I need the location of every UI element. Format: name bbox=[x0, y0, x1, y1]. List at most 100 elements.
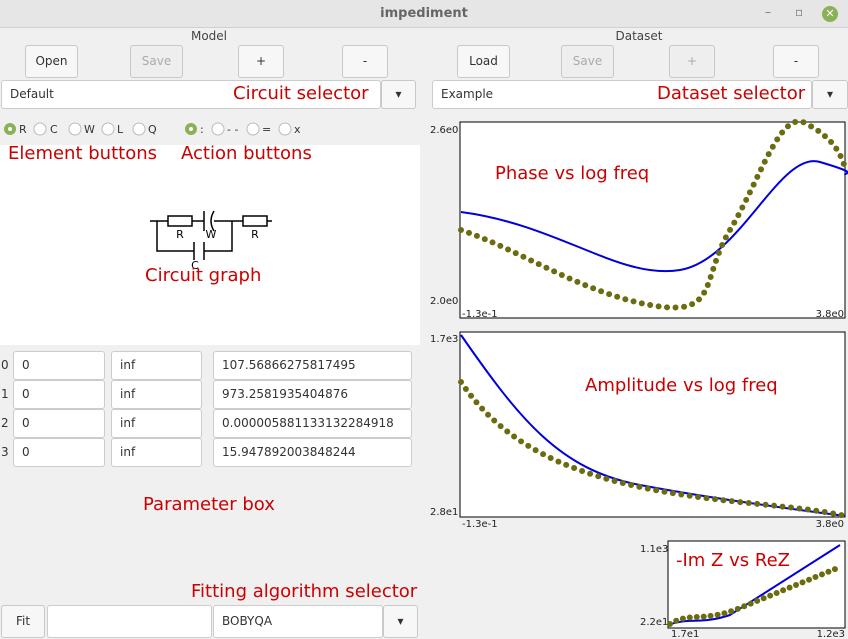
save-button[interactable]: Save bbox=[561, 45, 614, 78]
radio[interactable] bbox=[101, 122, 115, 136]
plot-title: -Im Z vs ReZ bbox=[676, 550, 790, 571]
element-button[interactable]: C bbox=[50, 123, 58, 136]
add-button[interactable]: + bbox=[669, 45, 715, 78]
x-label: -1.3e-1 bbox=[462, 519, 498, 530]
param-entry[interactable]: 0 bbox=[13, 438, 105, 467]
fit-button[interactable]: Fit bbox=[1, 605, 45, 638]
annotation: Element buttons bbox=[8, 143, 157, 164]
annotation: Fitting algorithm selector bbox=[191, 581, 418, 602]
close[interactable]: ✕ bbox=[822, 6, 838, 22]
action-button[interactable]: x bbox=[294, 123, 301, 136]
radio[interactable] bbox=[211, 122, 225, 136]
capacitor bbox=[156, 221, 233, 260]
data-points bbox=[667, 564, 843, 627]
annotation: Circuit graph bbox=[145, 265, 262, 286]
x-label: 3.8e0 bbox=[816, 519, 844, 530]
x-label: 1.7e1 bbox=[671, 629, 699, 639]
annotation: Action buttons bbox=[181, 143, 312, 164]
element-label: R bbox=[176, 228, 184, 241]
element-label: C bbox=[191, 259, 199, 272]
circuit-wires bbox=[150, 210, 272, 260]
param-entry[interactable]: 107.56866275817495 bbox=[213, 351, 412, 380]
dropdown-arrow[interactable]: ▾ bbox=[812, 80, 848, 109]
fit-entry[interactable] bbox=[47, 605, 212, 638]
row-index: 1 bbox=[1, 387, 9, 401]
param-entry[interactable]: inf bbox=[111, 380, 202, 409]
maximize[interactable]: ▫ bbox=[795, 5, 804, 19]
dataset-label: Dataset bbox=[615, 29, 663, 43]
element-button[interactable]: R bbox=[19, 123, 27, 136]
radio[interactable] bbox=[246, 122, 260, 136]
fit-curve bbox=[460, 334, 846, 517]
param-entry[interactable]: 15.947892003848244 bbox=[213, 438, 412, 467]
radio[interactable] bbox=[132, 122, 146, 136]
param-entry[interactable]: 0 bbox=[13, 351, 105, 380]
y-label: 2.2e1 bbox=[640, 617, 668, 628]
param-entry[interactable]: inf bbox=[111, 438, 202, 467]
element-button[interactable]: W bbox=[84, 123, 95, 136]
plot-title: Amplitude vs log freq bbox=[585, 375, 778, 396]
x-label: -1.3e-1 bbox=[462, 309, 498, 320]
data-points bbox=[458, 118, 848, 311]
model-label: Model bbox=[190, 29, 228, 43]
remove-button[interactable]: - bbox=[773, 45, 819, 78]
param-entry[interactable]: 0.000005881133132284918 bbox=[213, 409, 412, 438]
circuit-graph: R W R C bbox=[150, 210, 272, 272]
annotation: Circuit selector bbox=[233, 83, 369, 104]
element-label: R bbox=[251, 228, 259, 241]
fit-curve bbox=[460, 160, 848, 273]
radio-dot bbox=[8, 127, 12, 131]
plot-frame bbox=[667, 540, 846, 629]
load-button[interactable]: Load bbox=[457, 45, 510, 78]
window-title: impediment bbox=[380, 6, 468, 21]
dataset-selector[interactable]: Example bbox=[432, 80, 812, 109]
algorithm-selector[interactable]: BOBYQA bbox=[213, 605, 383, 638]
param-entry[interactable]: inf bbox=[111, 351, 202, 380]
action-button[interactable]: : bbox=[200, 123, 204, 136]
open-button[interactable]: Open bbox=[25, 45, 78, 78]
plot-frame bbox=[459, 121, 846, 319]
element-label: W bbox=[206, 228, 217, 241]
data-points bbox=[458, 379, 848, 519]
row-index: 0 bbox=[1, 358, 9, 372]
y-label: 2.8e1 bbox=[430, 507, 458, 518]
element-button[interactable]: L bbox=[117, 123, 124, 136]
y-label: 1.1e3 bbox=[640, 544, 668, 555]
title-bar: impediment – ▫ ✕ bbox=[0, 0, 848, 28]
row-index: 2 bbox=[1, 416, 9, 430]
y-label: 1.7e3 bbox=[430, 334, 458, 345]
y-label: 2.0e0 bbox=[430, 296, 458, 307]
element-button[interactable]: Q bbox=[148, 123, 157, 136]
minimize[interactable]: – bbox=[765, 5, 771, 19]
fit-curve bbox=[667, 544, 841, 626]
radio-dot bbox=[189, 127, 193, 131]
annotation: Parameter box bbox=[143, 494, 275, 515]
x-label: 3.8e0 bbox=[816, 309, 844, 320]
remove-button[interactable]: - bbox=[342, 45, 388, 78]
resistor bbox=[167, 215, 193, 227]
action-button[interactable]: - - bbox=[227, 123, 238, 136]
annotation: Dataset selector bbox=[657, 83, 806, 104]
y-label: 2.6e0 bbox=[430, 125, 458, 136]
dropdown-arrow[interactable]: ▾ bbox=[381, 80, 416, 109]
param-entry[interactable]: 0 bbox=[13, 409, 105, 438]
save-button[interactable]: Save bbox=[130, 45, 183, 78]
radio-row: R C W L Q : - - = x bbox=[4, 122, 301, 136]
row-index: 3 bbox=[1, 445, 9, 459]
circuit-canvas bbox=[0, 145, 420, 345]
circuit-selector[interactable]: Default bbox=[1, 80, 381, 109]
dropdown-arrow[interactable]: ▾ bbox=[383, 605, 418, 638]
param-entry[interactable]: 973.2581935404876 bbox=[213, 380, 412, 409]
x-label: 1.2e3 bbox=[817, 629, 845, 639]
radio[interactable] bbox=[68, 122, 82, 136]
warburg bbox=[203, 210, 215, 232]
resistor bbox=[242, 215, 268, 227]
radio[interactable] bbox=[278, 122, 292, 136]
plot-title: Phase vs log freq bbox=[495, 163, 649, 184]
param-entry[interactable]: 0 bbox=[13, 380, 105, 409]
add-button[interactable]: + bbox=[238, 45, 284, 78]
action-button[interactable]: = bbox=[262, 123, 271, 136]
radio[interactable] bbox=[33, 122, 47, 136]
param-entry[interactable]: inf bbox=[111, 409, 202, 438]
